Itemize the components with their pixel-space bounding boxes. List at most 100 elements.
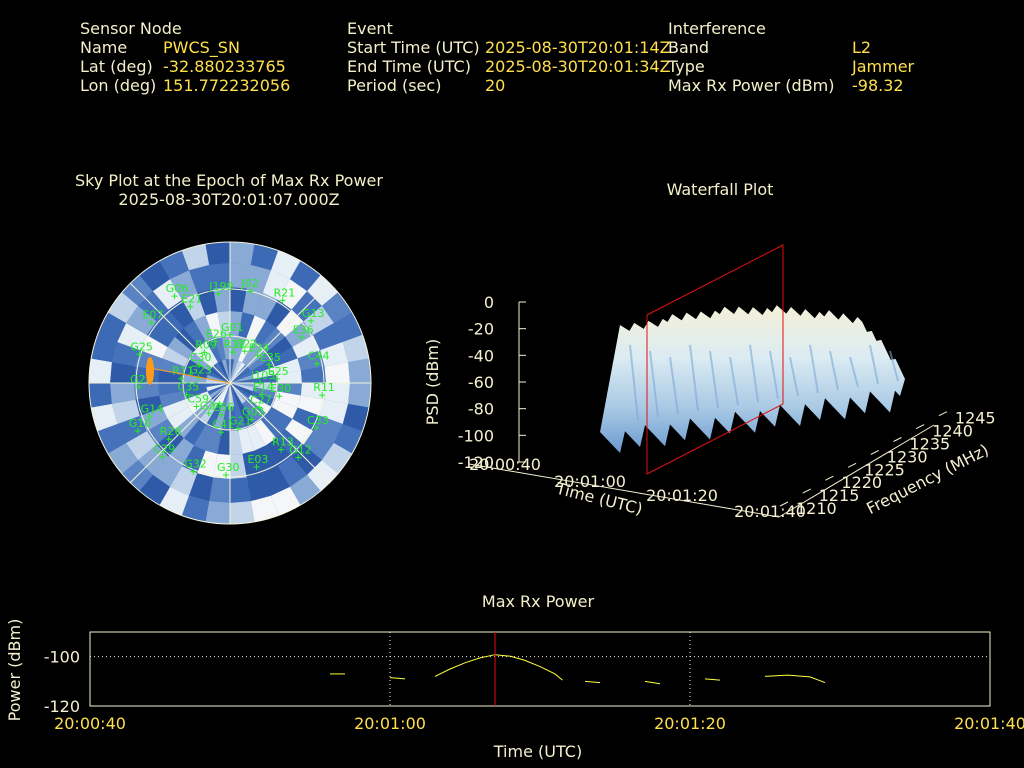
satellite-plus-icon	[187, 303, 194, 310]
sky-cell	[234, 335, 247, 361]
satellite-marker: C35	[178, 381, 199, 398]
satellite-plus-icon	[215, 290, 222, 297]
power-chart-x-tick-label: 20:01:20	[654, 714, 726, 733]
waterfall-ridge	[689, 344, 699, 412]
satellite-marker: G03	[242, 405, 265, 423]
sky-cell	[182, 445, 206, 474]
sky-cell	[278, 279, 308, 310]
sky-cell	[206, 403, 222, 429]
sky-cell	[207, 371, 230, 383]
power-trace-segment	[584, 680, 601, 684]
satellite-label: E25	[268, 365, 289, 378]
sky-cell	[230, 383, 246, 404]
sky-cell	[230, 406, 239, 431]
satellite-marker: G10	[129, 417, 151, 435]
power-trace-segment	[389, 677, 406, 680]
waterfall-z-tick-label: -80	[468, 400, 494, 419]
sky-cell	[252, 387, 278, 400]
satellite-label: E14	[253, 381, 274, 394]
satellite-marker: C59	[187, 393, 209, 410]
sensor-lat-value: -32.880233765	[163, 57, 286, 76]
power-chart-x-label: Time (UTC)	[493, 742, 582, 761]
sky-cell	[321, 443, 355, 476]
sky-cell	[170, 466, 198, 496]
sky-cell	[209, 367, 230, 383]
satellite-plus-icon	[295, 454, 302, 461]
waterfall-z-tick-label: -40	[468, 346, 494, 365]
sky-cell	[135, 395, 163, 416]
sky-cell	[182, 387, 208, 400]
waterfall-ridge	[709, 350, 719, 409]
sky-cell	[321, 290, 355, 323]
interference-type-value: Jammer	[852, 57, 915, 76]
sky-cell	[139, 335, 168, 359]
power-chart-x-tick-label: 20:00:40	[54, 714, 126, 733]
satellite-plus-icon	[211, 338, 218, 345]
sky-cell	[117, 415, 147, 443]
sky-cell	[230, 383, 242, 406]
sky-cell	[262, 466, 290, 496]
sky-cell	[324, 383, 350, 404]
satellite-plus-icon	[247, 288, 254, 295]
satellite-plus-icon	[258, 391, 265, 398]
sky-cell	[105, 290, 139, 323]
satellite-marker: R11	[313, 381, 335, 399]
satellite-plus-icon	[190, 468, 197, 475]
satellite-plus-icon	[319, 392, 326, 399]
waterfall-surface-body	[600, 305, 905, 453]
satellite-plus-icon	[234, 425, 241, 432]
sky-plot-subtitle: 2025-08-30T20:01:07.000Z	[118, 190, 340, 209]
sky-cell	[230, 378, 254, 383]
waterfall-freq-tick-label: 1230	[887, 447, 928, 466]
sky-cell	[117, 323, 147, 351]
satellite-marker: E03	[247, 453, 268, 470]
satellite-marker: C41	[212, 418, 234, 436]
waterfall-ridge	[869, 344, 879, 385]
sky-cell	[188, 352, 212, 371]
sky-cell	[230, 242, 256, 265]
satellite-plus-icon	[205, 410, 212, 417]
satellite-marker: R09	[195, 338, 217, 356]
satellite-plus-icon	[201, 349, 208, 356]
waterfall-freq-tick-label: 1240	[932, 422, 973, 441]
satellite-marker: G13	[302, 307, 324, 324]
sky-cell	[137, 474, 170, 508]
satellite-label: R22	[236, 337, 258, 350]
satellite-marker: G24	[200, 399, 222, 417]
power-trace-segment	[434, 654, 563, 681]
sky-cell	[217, 430, 230, 455]
waterfall-ridge	[629, 344, 639, 421]
sky-cell	[137, 258, 170, 292]
satellite-plus-icon	[193, 403, 200, 410]
waterfall-ridge	[829, 350, 839, 391]
sky-cell	[320, 399, 349, 425]
satellite-label: I103	[251, 369, 275, 382]
satellite-label: G06	[166, 282, 189, 295]
sky-cell	[199, 341, 218, 365]
satellite-label: J199	[208, 280, 233, 293]
satellite-marker: E25	[268, 365, 289, 382]
waterfall-ridge	[749, 344, 759, 403]
sky-cell	[188, 473, 214, 502]
satellite-marker: E14	[253, 381, 274, 398]
sky-cell	[290, 258, 323, 292]
satellite-plus-icon	[257, 380, 263, 386]
satellite-plus-icon	[136, 383, 143, 390]
waterfall-z-tick-label: -20	[468, 320, 494, 339]
satellite-marker: R12	[224, 338, 245, 356]
satellite-marker: G21	[229, 414, 252, 432]
waterfall-z-axis-label: PSD (dBm)	[423, 339, 442, 425]
satellite-plus-icon	[276, 393, 283, 400]
sky-cell	[230, 362, 246, 383]
power-chart-y-tick-label: -100	[44, 648, 80, 667]
satellite-label: C56	[212, 401, 234, 414]
sky-cell	[159, 391, 185, 408]
satellite-label: C30	[190, 351, 212, 364]
waterfall-marker-plane	[646, 244, 784, 475]
waterfall-surface	[600, 305, 905, 453]
sky-cell	[230, 383, 251, 399]
satellite-marker: R26	[160, 425, 181, 443]
sky-cell	[111, 341, 140, 367]
